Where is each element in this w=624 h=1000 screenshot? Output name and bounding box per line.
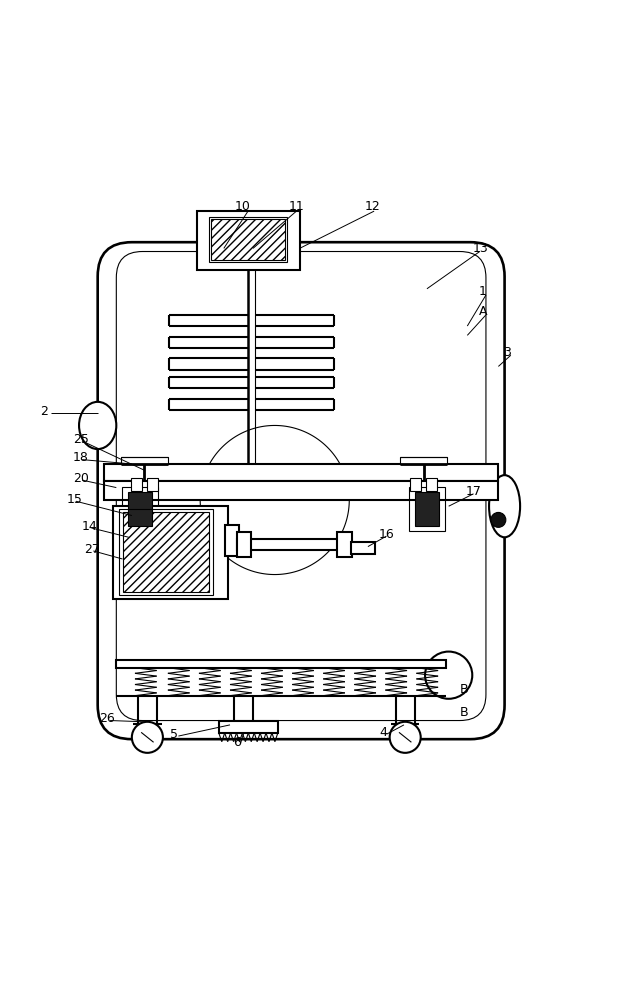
Text: 18: 18: [73, 451, 89, 464]
Text: A: A: [479, 305, 487, 318]
Bar: [122, 512, 210, 592]
Text: 27: 27: [84, 543, 100, 556]
Bar: [337, 532, 353, 557]
Text: 14: 14: [82, 520, 98, 533]
Circle shape: [491, 512, 506, 527]
Bar: [210, 217, 287, 262]
Text: 5: 5: [170, 728, 178, 741]
Text: 6: 6: [233, 736, 241, 749]
Text: 26: 26: [100, 712, 115, 725]
Bar: [351, 542, 376, 554]
Text: B: B: [460, 706, 469, 719]
Bar: [122, 487, 158, 531]
Bar: [225, 525, 239, 556]
Text: 11: 11: [288, 200, 304, 213]
Bar: [147, 478, 158, 491]
Bar: [400, 457, 447, 464]
Bar: [212, 219, 285, 260]
Text: 13: 13: [472, 242, 488, 255]
Text: 3: 3: [504, 346, 511, 359]
Text: 12: 12: [365, 200, 381, 213]
Bar: [197, 211, 300, 270]
Bar: [409, 487, 445, 531]
Text: B: B: [460, 683, 469, 696]
Bar: [120, 457, 168, 464]
Text: 17: 17: [466, 485, 482, 498]
Bar: [113, 506, 228, 599]
Bar: [119, 509, 213, 595]
Ellipse shape: [489, 475, 520, 537]
Bar: [415, 492, 439, 526]
Bar: [219, 721, 278, 733]
Bar: [130, 478, 142, 491]
Circle shape: [389, 722, 421, 753]
Text: 20: 20: [73, 472, 89, 485]
Bar: [238, 532, 251, 557]
Circle shape: [132, 722, 163, 753]
Bar: [104, 481, 499, 500]
Text: 4: 4: [379, 726, 387, 739]
Bar: [238, 539, 340, 550]
Bar: [104, 464, 499, 481]
Circle shape: [425, 652, 472, 699]
Ellipse shape: [79, 402, 116, 449]
Bar: [426, 478, 437, 491]
Text: 16: 16: [379, 528, 395, 541]
Text: 15: 15: [67, 493, 82, 506]
Text: 25: 25: [73, 433, 89, 446]
Bar: [128, 492, 152, 526]
FancyBboxPatch shape: [116, 252, 486, 721]
Text: 10: 10: [235, 200, 250, 213]
Bar: [410, 478, 421, 491]
Text: 2: 2: [40, 405, 48, 418]
Text: 1: 1: [479, 285, 486, 298]
Bar: [116, 660, 446, 668]
